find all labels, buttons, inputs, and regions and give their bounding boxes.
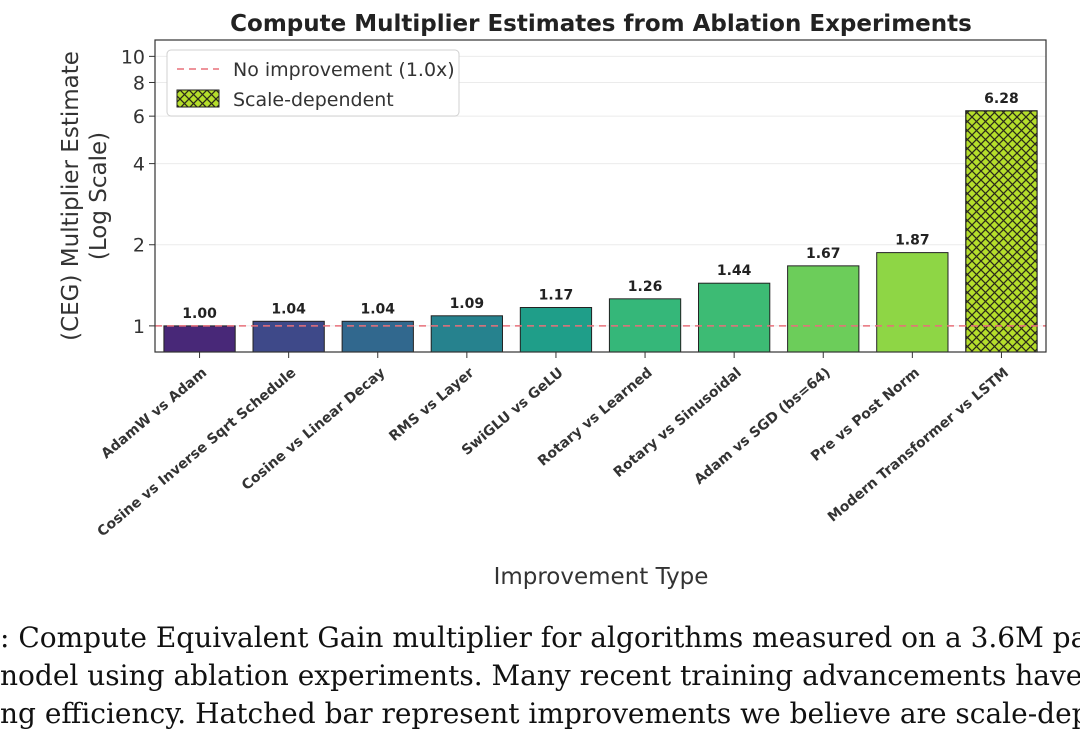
- plot-frame: [154, 39, 1047, 353]
- bar-value-label: 1.44: [717, 263, 752, 279]
- y-tick-label: 1: [133, 316, 145, 338]
- bar-value-label: 1.26: [628, 279, 663, 295]
- x-tick-label: Cosine vs Inverse Sqrt Schedule: [95, 365, 300, 540]
- figure-caption: : Compute Equivalent Gain multiplier for…: [0, 618, 1080, 744]
- x-tick-label: RMS vs Layer: [386, 365, 477, 445]
- x-tick-label: Cosine vs Linear Decay: [239, 365, 388, 494]
- y-tick-label: 2: [133, 235, 145, 257]
- y-axis-label: (CEG) Multiplier Estimate: [58, 51, 84, 341]
- bar-hatch: [965, 110, 1038, 353]
- legend-box: [166, 49, 460, 117]
- y-axis-label-scale: (Log Scale): [86, 132, 112, 260]
- bar: [163, 325, 236, 353]
- bar-value-label: 1.17: [539, 288, 574, 304]
- legend-label-scale-dependent: Scale-dependent: [233, 89, 394, 111]
- bar: [608, 298, 682, 353]
- bar-value-label: 1.87: [895, 233, 930, 249]
- caption-line: : Compute Equivalent Gain multiplier for…: [0, 621, 1080, 654]
- bar-chart: Compute Multiplier Estimates from Ablati…: [58, 11, 1047, 590]
- y-tick-label: 8: [133, 72, 145, 94]
- bar-value-label: 1.09: [450, 296, 485, 312]
- bar: [787, 265, 860, 353]
- bar-value-label: 6.28: [984, 91, 1019, 107]
- bar: [698, 282, 771, 353]
- bar: [876, 252, 949, 353]
- x-tick-label: Modern Transformer vs LSTM: [825, 365, 1012, 526]
- y-tick-label: 4: [133, 154, 145, 176]
- y-tick-label: 10: [121, 46, 145, 68]
- y-tick-label: 6: [133, 106, 145, 128]
- bar-value-label: 1.67: [806, 246, 841, 262]
- chart-title: Compute Multiplier Estimates from Ablati…: [230, 11, 972, 37]
- caption-line: ng efficiency. Hatched bar represent imp…: [0, 697, 1080, 730]
- legend-hatch-pattern: [176, 89, 220, 108]
- bar: [519, 307, 593, 353]
- bar-value-label: 1.04: [360, 301, 395, 317]
- legend-label-reference: No improvement (1.0x): [233, 59, 455, 81]
- bar: [430, 315, 503, 353]
- caption-line: nodel using ablation experiments. Many r…: [0, 659, 1080, 692]
- bar-value-label: 1.04: [271, 301, 306, 317]
- x-axis-label: Improvement Type: [494, 564, 709, 590]
- bar-value-label: 1.00: [182, 306, 217, 322]
